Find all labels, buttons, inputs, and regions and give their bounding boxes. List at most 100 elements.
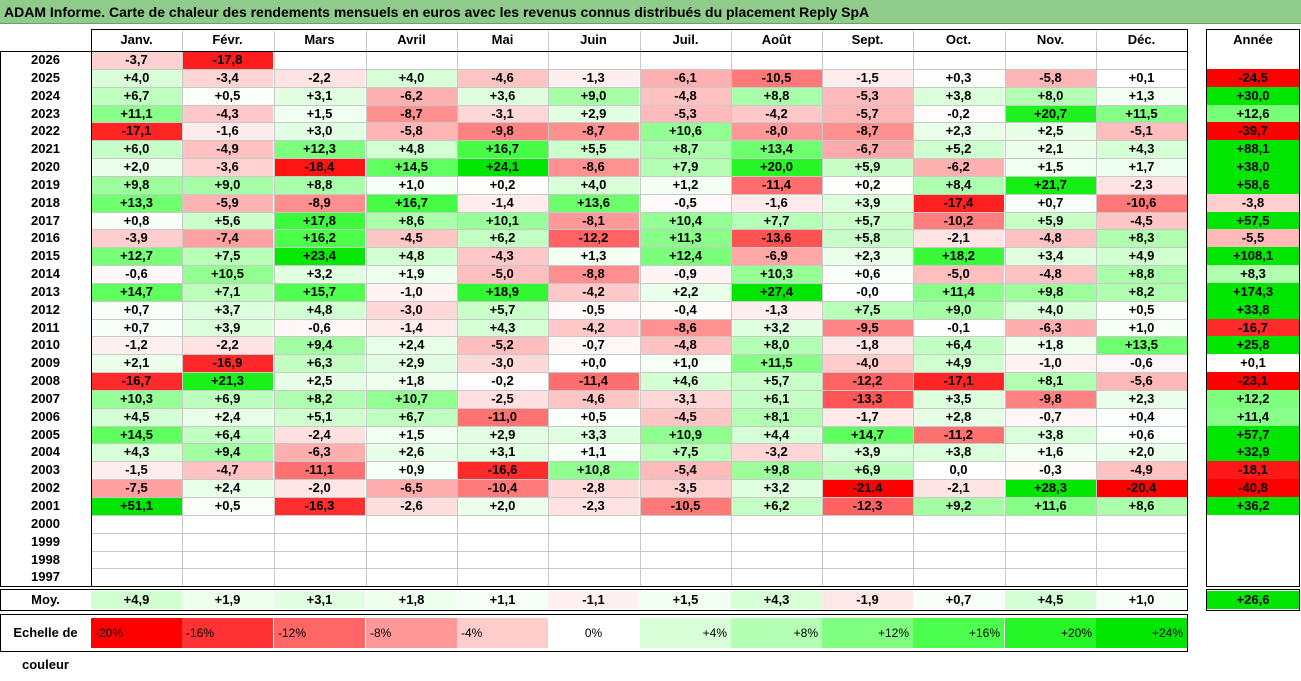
heatmap-cell: -4,3 [457,247,548,266]
heatmap-cell [548,533,639,551]
heatmap-cell: +10,5 [182,265,273,283]
heatmap-cell: -16,3 [274,497,365,515]
heatmap-cell: +0,0 [548,354,639,373]
heatmap-cell [913,568,1004,586]
heatmap-cell: -5,8 [1005,68,1096,87]
year-label: 2004 [31,444,60,460]
heatmap-cell: +7,5 [182,247,273,266]
heatmap-cell: +2,1 [91,354,182,373]
month-header: Mai [491,32,514,47]
heatmap-cell: +1,6 [1005,443,1096,462]
average-cell: +4,3 [731,591,822,609]
heatmap-cell: -4,8 [640,86,731,105]
heatmap-cell: -12,2 [822,372,913,390]
heatmap-cell: -7,5 [91,479,182,497]
annual-cell [1207,551,1299,569]
heatmap-cell: -12,3 [822,497,913,515]
heatmap-cell: +9,4 [182,443,273,462]
average-cell: +0,7 [913,591,1004,609]
heatmap-cell: +8,6 [1096,497,1187,515]
heatmap-cell: +11,5 [731,354,822,373]
heatmap-cell: -12,2 [548,229,639,248]
heatmap-cell: -20,4 [1096,479,1187,497]
heatmap-cell: -6,3 [1005,318,1096,337]
heatmap-cell: +10,8 [548,461,639,480]
heatmap-cell: +8,1 [1005,372,1096,390]
annual-cell [1207,515,1299,533]
year-label: 2014 [31,266,60,282]
heatmap-cell: +8,8 [1096,265,1187,283]
annual-cell: +8,3 [1207,265,1299,283]
heatmap-cell: +3,1 [457,443,548,462]
annual-cell: +0,1 [1207,354,1299,373]
heatmap-cell: +28,3 [1005,479,1096,497]
heatmap-cell: +4,9 [913,354,1004,373]
year-label: 2016 [31,230,60,246]
heatmap-cell: -4,0 [822,354,913,373]
heatmap-cell: +14,5 [91,425,182,444]
heatmap-cell: +10,7 [366,389,457,408]
color-scale-swatch: -8% [366,618,457,648]
heatmap-cell: -0,6 [274,318,365,337]
heatmap-cell: +13,5 [1096,336,1187,355]
year-label: 2025 [31,69,60,85]
heatmap-cell: +6,9 [182,389,273,408]
heatmap-cell: +8,1 [731,407,822,426]
heatmap-cell: -17,8 [182,51,273,69]
heatmap-cell: -1,6 [731,193,822,212]
heatmap-cell: +12,7 [91,247,182,266]
month-header: Janv. [120,32,153,47]
heatmap-cell: +7,5 [822,300,913,319]
heatmap-cell: +8,3 [1096,229,1187,248]
annual-cell: +38,0 [1207,158,1299,176]
heatmap-cell: +2,2 [640,282,731,301]
heatmap-cell: -8,9 [274,193,365,212]
annual-cell: +58,6 [1207,175,1299,194]
heatmap-cell: +6,9 [822,461,913,480]
heatmap-cell: -2,5 [457,389,548,408]
heatmap-cell: +4,3 [91,443,182,462]
heatmap-cell: +2,6 [366,443,457,462]
color-scale-swatch: +24% [1096,618,1187,648]
annual-cell: +36,2 [1207,497,1299,515]
heatmap-cell: +11,4 [913,282,1004,301]
heatmap-cell [182,551,273,569]
heatmap-cell: +4,3 [1096,140,1187,159]
heatmap-cell: -6,2 [366,86,457,105]
average-cell: -1,1 [548,591,639,609]
heatmap-cell: +24,1 [457,158,548,176]
heatmap-cell [1096,533,1187,551]
heatmap-cell: -1,7 [822,407,913,426]
heatmap-cell: +14,7 [822,425,913,444]
heatmap-cell: -8,7 [548,122,639,141]
heatmap-cell: +51,1 [91,497,182,515]
heatmap-cell: -4,7 [182,461,273,480]
heatmap-cell: +8,0 [1005,86,1096,105]
heatmap-cell: -13,6 [731,229,822,248]
heatmap-cell: -1,5 [91,461,182,480]
heatmap-cell: -3,6 [182,158,273,176]
year-label: 2001 [31,498,60,513]
heatmap-cell [822,568,913,586]
month-header: Févr. [212,32,243,47]
month-header: Oct. [945,32,972,47]
annual-cell: +30,0 [1207,86,1299,105]
heatmap-cell: +9,4 [274,336,365,355]
heatmap-cell: -3,1 [640,389,731,408]
average-cell: +1,1 [457,591,548,609]
color-scale-label: Echelle de couleur [13,625,78,672]
heatmap-cell: +0,5 [182,497,273,515]
heatmap-cell [1005,515,1096,533]
heatmap-cell [822,515,913,533]
year-label: 2019 [31,176,60,192]
heatmap-cell [274,533,365,551]
year-label: 2026 [31,52,60,67]
heatmap-cell: +4,5 [91,407,182,426]
average-cell: +4,9 [91,591,182,609]
heatmap-cell: +1,5 [1005,158,1096,176]
heatmap-cell: +5,9 [1005,211,1096,230]
heatmap-cell: -5,6 [1096,372,1187,390]
heatmap-cell: -10,4 [457,479,548,497]
heatmap-cell: -4,5 [640,407,731,426]
heatmap-cell: +0,3 [913,68,1004,87]
